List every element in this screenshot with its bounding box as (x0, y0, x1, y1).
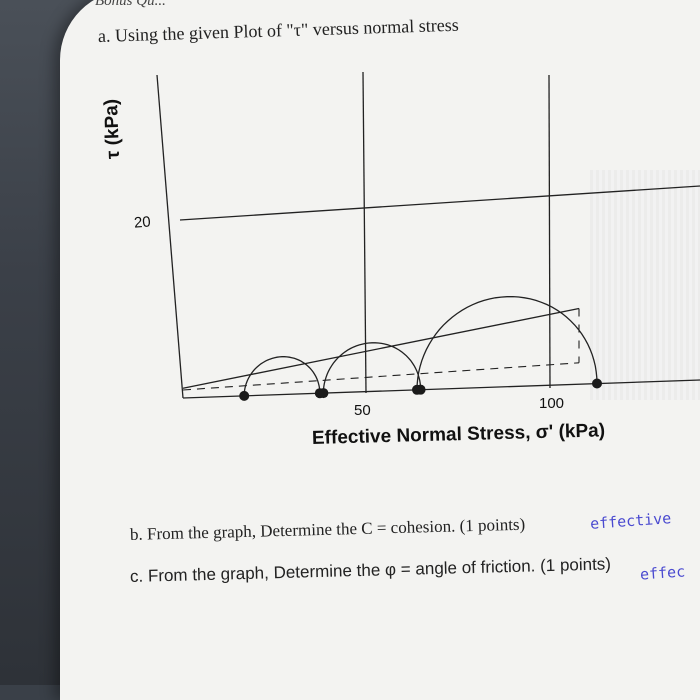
gridline-y-20 (179, 185, 700, 221)
y-axis-label: τ (kPa) (100, 98, 125, 160)
paper-texture (590, 170, 700, 400)
stress-point-2-sigma3 (318, 388, 329, 399)
failure-envelope-line (182, 307, 580, 389)
x-tick-label-50: 50 (354, 402, 371, 419)
stress-point-1-sigma3 (239, 390, 250, 401)
x-axis-line (182, 379, 700, 399)
answer-c-handwriting: effec (639, 562, 686, 584)
mohr-coulomb-chart (156, 71, 700, 401)
gridline-x-50 (362, 71, 367, 394)
gridline-x-100 (548, 74, 551, 389)
mohr-circle-1 (243, 356, 321, 396)
header-fragment: Bonus Qu... (95, 0, 166, 9)
y-tick-label-20: 20 (133, 213, 152, 232)
mohr-circle-2 (322, 342, 422, 394)
dashed-envelope-line (182, 362, 580, 391)
stress-point-3-sigma3 (412, 384, 422, 395)
x-tick-label-100: 100 (539, 395, 565, 412)
y-axis-line (156, 74, 184, 399)
stress-point-3-sigma1 (592, 378, 602, 389)
mohr-circle-3 (416, 295, 598, 390)
